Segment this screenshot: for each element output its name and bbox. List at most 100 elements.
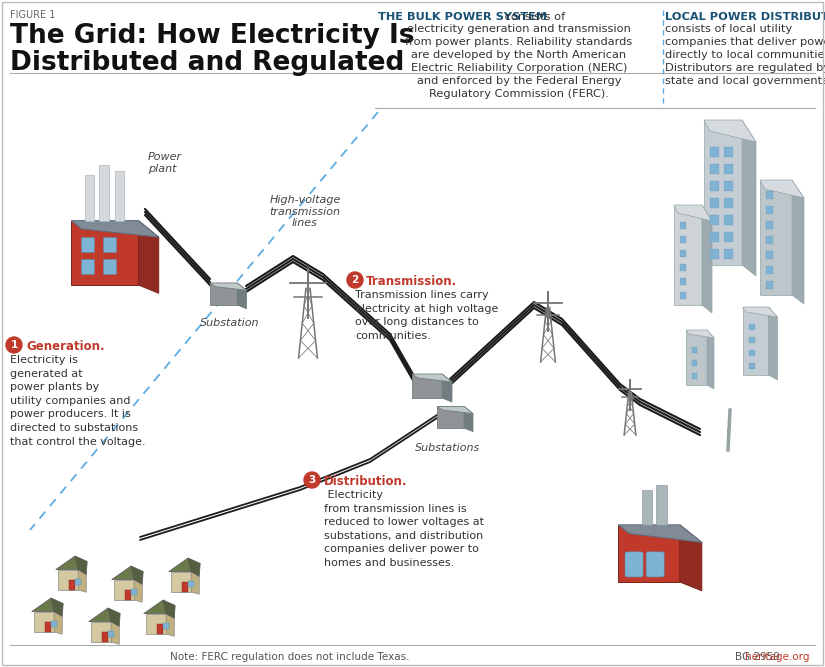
Bar bbox=[680, 236, 686, 243]
Polygon shape bbox=[707, 330, 714, 389]
Text: consists of local utility: consists of local utility bbox=[665, 24, 792, 34]
Polygon shape bbox=[58, 570, 78, 590]
Bar bbox=[99, 165, 109, 221]
Text: Generation.: Generation. bbox=[26, 340, 105, 353]
Polygon shape bbox=[769, 307, 777, 380]
Bar bbox=[81, 259, 94, 274]
Polygon shape bbox=[437, 406, 473, 414]
Bar bbox=[710, 232, 719, 242]
Text: FIGURE 1: FIGURE 1 bbox=[10, 10, 55, 20]
Circle shape bbox=[347, 272, 363, 288]
Bar bbox=[680, 250, 686, 257]
Bar bbox=[101, 632, 108, 642]
Text: Substation: Substation bbox=[200, 318, 260, 328]
Text: heritage.org: heritage.org bbox=[746, 652, 810, 662]
Bar bbox=[131, 589, 137, 594]
Polygon shape bbox=[686, 330, 707, 385]
Polygon shape bbox=[437, 406, 464, 428]
Polygon shape bbox=[54, 612, 62, 634]
Text: Regulatory Commission (FERC).: Regulatory Commission (FERC). bbox=[429, 89, 609, 99]
Bar bbox=[724, 232, 733, 242]
Bar bbox=[710, 164, 719, 174]
Text: 3: 3 bbox=[309, 475, 316, 485]
Bar bbox=[102, 237, 116, 252]
Text: state and local governments.: state and local governments. bbox=[665, 76, 825, 86]
Polygon shape bbox=[464, 406, 473, 432]
Text: Power
plant: Power plant bbox=[148, 152, 182, 173]
Bar bbox=[51, 621, 57, 626]
Text: Electricity is
generated at
power plants by
utility companies and
power producer: Electricity is generated at power plants… bbox=[10, 355, 146, 447]
Polygon shape bbox=[210, 283, 238, 305]
Bar bbox=[75, 579, 81, 584]
Bar bbox=[724, 249, 733, 259]
Text: consists of: consists of bbox=[501, 12, 565, 22]
Polygon shape bbox=[686, 330, 714, 338]
Polygon shape bbox=[618, 525, 680, 582]
Text: Electric Reliability Corporation (NERC): Electric Reliability Corporation (NERC) bbox=[411, 63, 627, 73]
Bar bbox=[642, 490, 652, 525]
Bar bbox=[115, 171, 125, 221]
Text: BG 2959: BG 2959 bbox=[735, 652, 780, 662]
Bar bbox=[710, 198, 719, 208]
Bar bbox=[710, 249, 719, 259]
Polygon shape bbox=[111, 622, 120, 644]
Bar bbox=[766, 191, 773, 199]
Text: Distribution.: Distribution. bbox=[324, 475, 408, 488]
Bar bbox=[766, 236, 773, 244]
Bar bbox=[766, 206, 773, 214]
Bar bbox=[692, 373, 697, 379]
Bar bbox=[710, 147, 719, 157]
Bar bbox=[680, 292, 686, 299]
Bar bbox=[680, 222, 686, 229]
Text: electricity generation and transmission: electricity generation and transmission bbox=[407, 24, 631, 34]
Polygon shape bbox=[131, 566, 144, 584]
Bar bbox=[724, 215, 733, 225]
Text: Substations: Substations bbox=[415, 443, 481, 453]
Polygon shape bbox=[188, 558, 200, 576]
Bar bbox=[182, 582, 188, 592]
Bar bbox=[692, 360, 697, 366]
Text: from power plants. Reliability standards: from power plants. Reliability standards bbox=[405, 37, 633, 47]
Text: Electricity
from transmission lines is
reduced to lower voltages at
substations,: Electricity from transmission lines is r… bbox=[324, 490, 484, 568]
Polygon shape bbox=[704, 120, 756, 142]
Polygon shape bbox=[31, 598, 56, 612]
Bar bbox=[748, 324, 755, 330]
Bar bbox=[85, 175, 94, 221]
Polygon shape bbox=[111, 566, 136, 580]
Bar bbox=[766, 266, 773, 274]
Bar bbox=[680, 278, 686, 285]
Polygon shape bbox=[114, 580, 134, 600]
Polygon shape bbox=[34, 612, 54, 632]
Polygon shape bbox=[760, 180, 792, 295]
Polygon shape bbox=[139, 221, 158, 293]
Polygon shape bbox=[108, 608, 120, 626]
Bar bbox=[748, 363, 755, 369]
Polygon shape bbox=[702, 205, 712, 313]
Bar bbox=[657, 485, 667, 525]
Text: directly to local communities.: directly to local communities. bbox=[665, 50, 825, 60]
Polygon shape bbox=[75, 556, 87, 574]
Polygon shape bbox=[91, 622, 111, 642]
Polygon shape bbox=[163, 600, 175, 618]
Polygon shape bbox=[166, 614, 174, 636]
Text: Transmission lines carry
electricity at high voltage
over long distances to
comm: Transmission lines carry electricity at … bbox=[355, 290, 498, 341]
Bar bbox=[748, 350, 755, 356]
Polygon shape bbox=[89, 608, 113, 622]
Polygon shape bbox=[238, 283, 247, 309]
Polygon shape bbox=[191, 572, 200, 594]
Polygon shape bbox=[618, 525, 702, 542]
Text: Distributors are regulated by: Distributors are regulated by bbox=[665, 63, 825, 73]
Polygon shape bbox=[704, 120, 742, 265]
Circle shape bbox=[304, 472, 320, 488]
Polygon shape bbox=[71, 221, 139, 285]
Bar bbox=[125, 590, 130, 600]
Text: 1: 1 bbox=[11, 340, 17, 350]
Text: 2: 2 bbox=[351, 275, 359, 285]
Bar bbox=[81, 237, 94, 252]
Bar bbox=[766, 281, 773, 289]
Bar bbox=[724, 164, 733, 174]
Polygon shape bbox=[146, 614, 166, 634]
Bar bbox=[724, 147, 733, 157]
Polygon shape bbox=[680, 525, 702, 591]
Polygon shape bbox=[742, 307, 777, 317]
